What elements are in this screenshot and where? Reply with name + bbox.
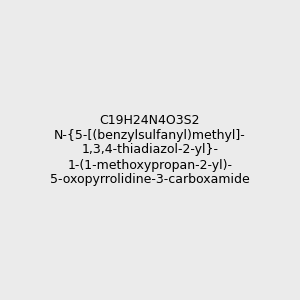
Text: C19H24N4O3S2
N-{5-[(benzylsulfanyl)methyl]-
1,3,4-thiadiazol-2-yl}-
1-(1-methoxy: C19H24N4O3S2 N-{5-[(benzylsulfanyl)methy… — [50, 113, 250, 187]
